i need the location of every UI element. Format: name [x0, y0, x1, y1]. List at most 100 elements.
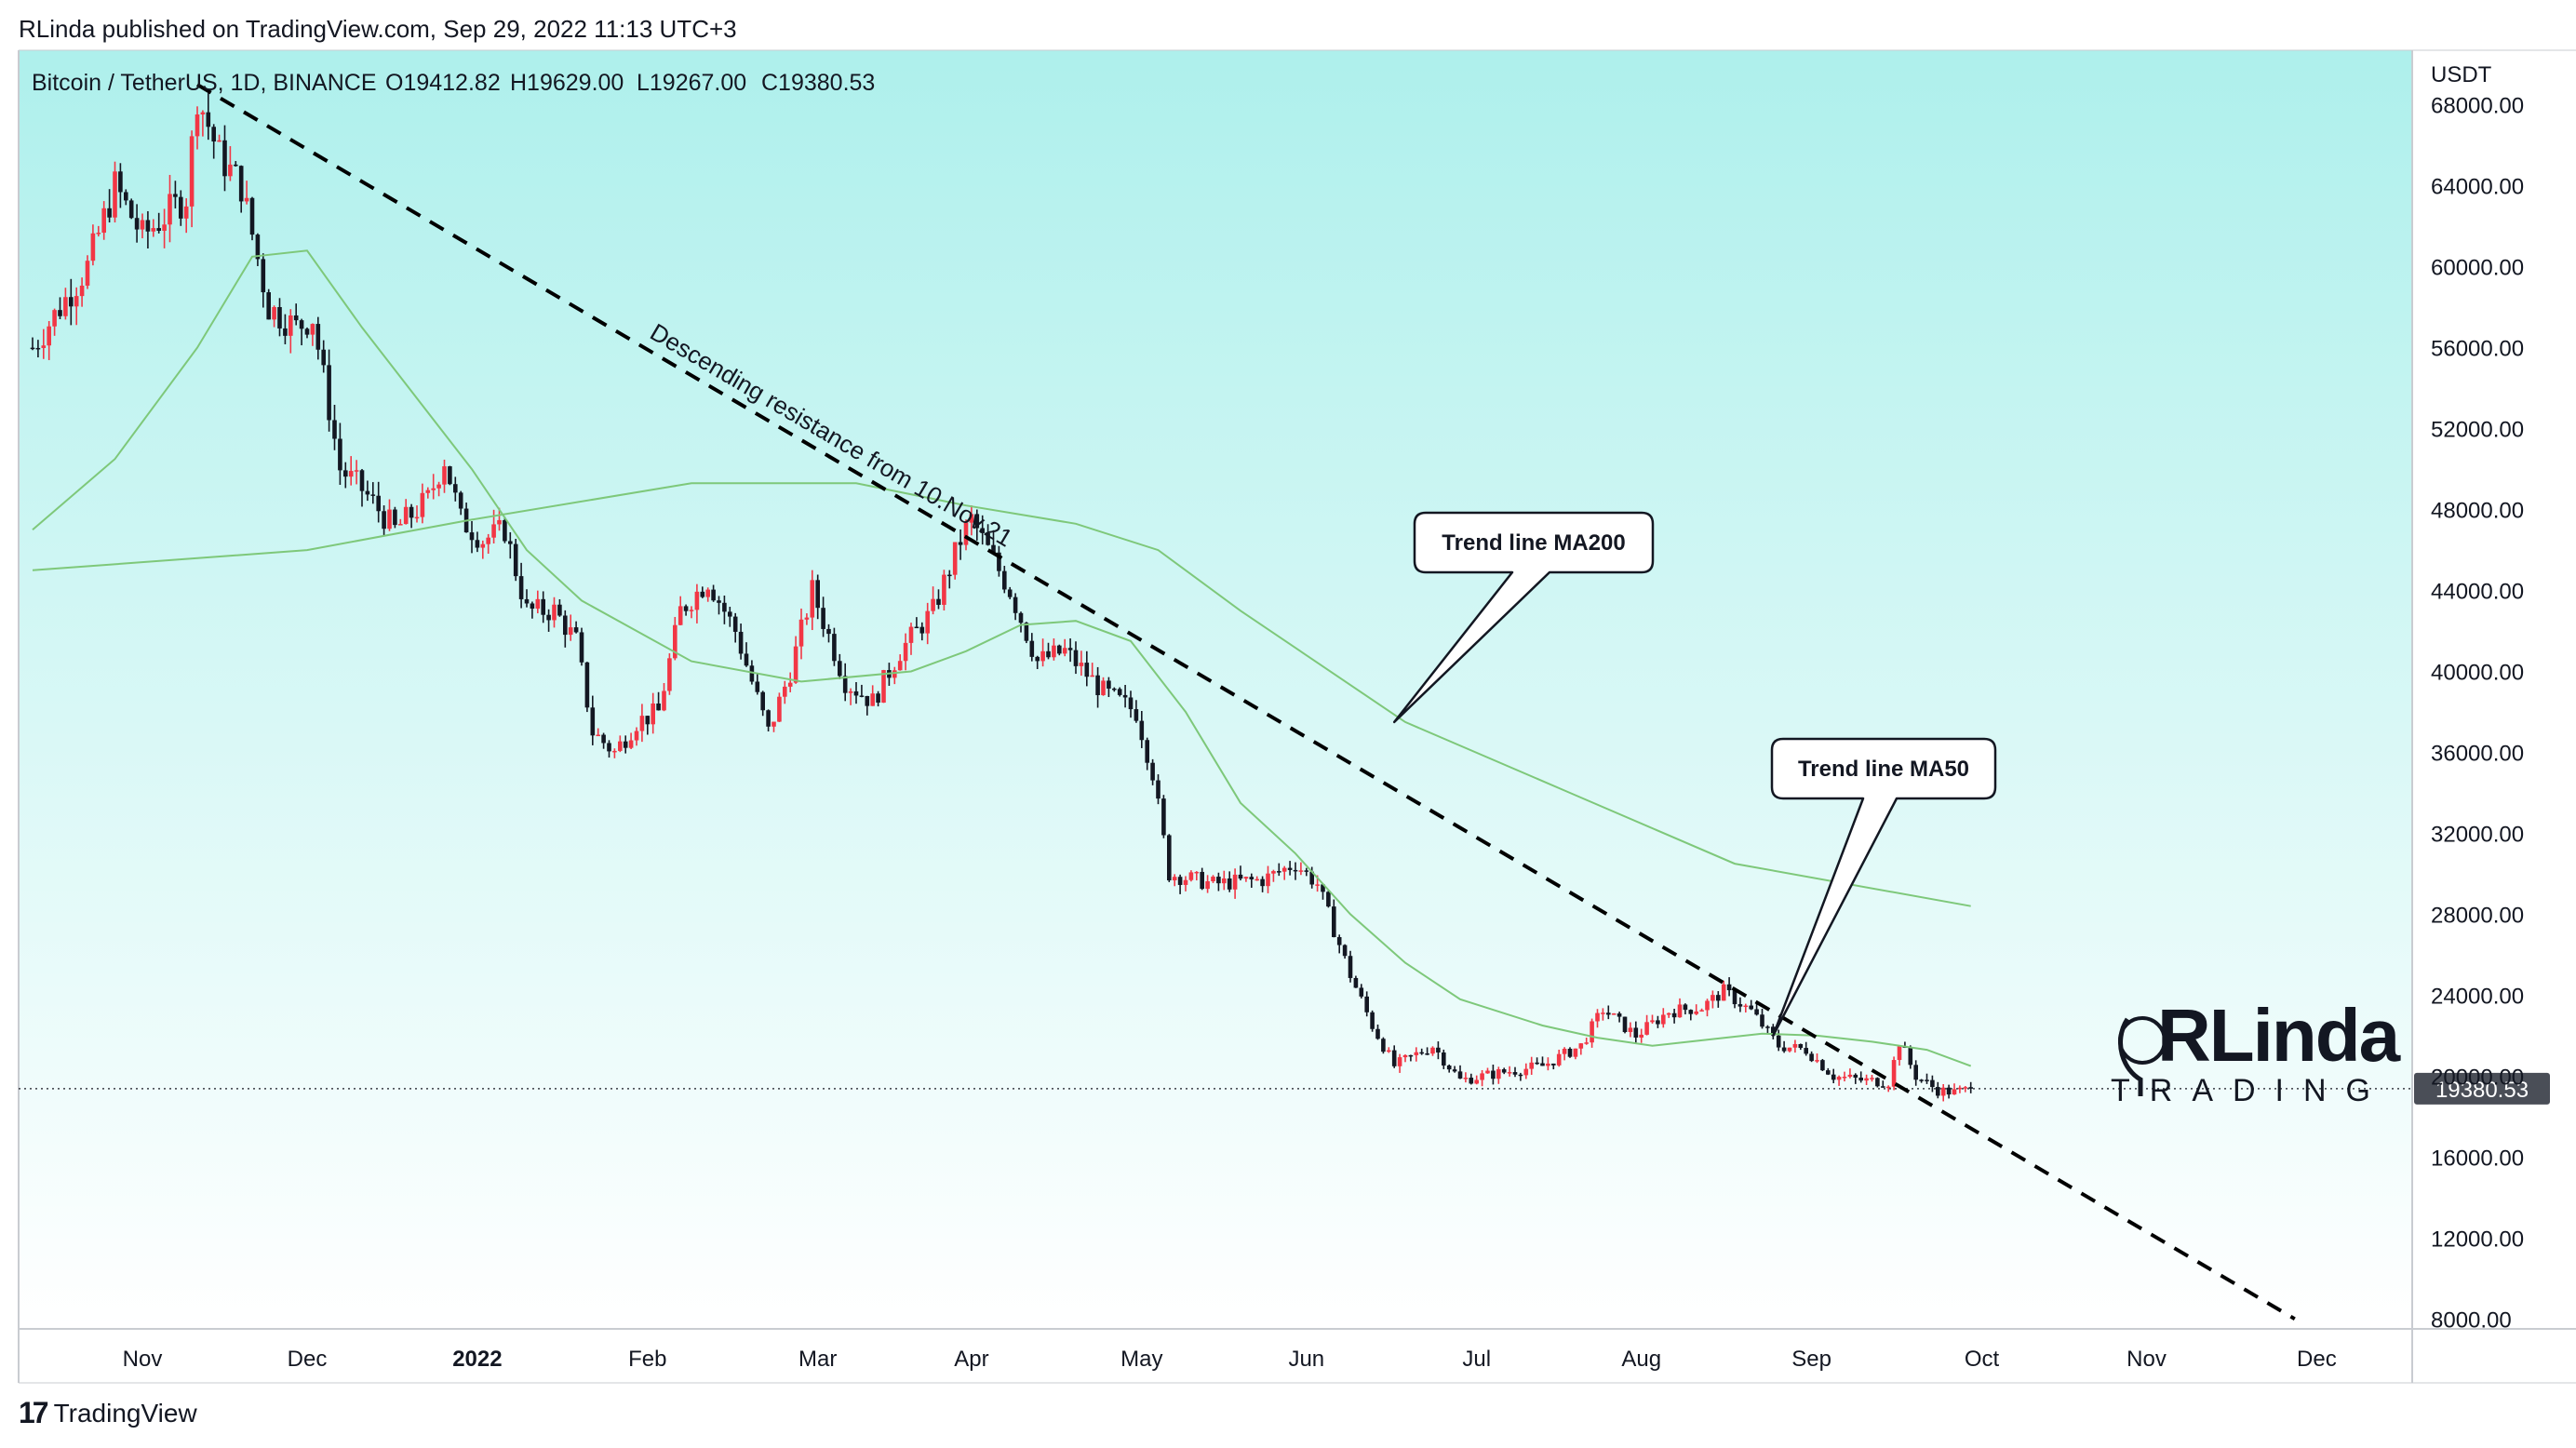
candle	[1864, 1074, 1869, 1085]
candle	[986, 524, 990, 546]
x-tick-label: Oct	[1965, 1347, 2000, 1372]
candle	[332, 405, 337, 450]
candle	[1254, 876, 1259, 881]
candle	[183, 198, 189, 234]
watermark-sub-text: TRADING	[2111, 1073, 2390, 1108]
candle	[1512, 1066, 1518, 1078]
y-tick-label: 40000.00	[2431, 661, 2524, 686]
candle	[1644, 1014, 1649, 1036]
candle	[162, 208, 167, 248]
candle	[557, 598, 562, 617]
candle	[1573, 1048, 1578, 1060]
candle	[238, 165, 244, 213]
candle	[1891, 1056, 1897, 1091]
candle	[766, 709, 771, 731]
candle	[1523, 1063, 1529, 1079]
candle	[1057, 644, 1062, 656]
candle	[952, 542, 958, 580]
chart-title: Bitcoin / TetherUS, 1D, BINANCE	[32, 70, 377, 96]
candle	[1442, 1049, 1446, 1069]
candle	[535, 590, 541, 614]
candle	[1765, 1025, 1770, 1034]
candle	[694, 583, 700, 623]
candle	[1749, 999, 1753, 1011]
candle	[387, 499, 392, 531]
candle	[1496, 1066, 1501, 1084]
candle	[30, 337, 35, 351]
candle	[58, 297, 62, 319]
candle	[1711, 990, 1715, 1009]
candle	[1277, 863, 1281, 877]
callout-ma200-text: Trend line MA200	[1442, 530, 1625, 556]
candle	[1336, 934, 1342, 954]
candle	[436, 481, 441, 497]
candle	[997, 545, 1001, 577]
candle	[173, 181, 178, 208]
candle	[1414, 1047, 1419, 1062]
ma-line-ma200	[32, 482, 1971, 907]
candle	[848, 688, 853, 705]
y-tick-label: 48000.00	[2431, 499, 2524, 524]
candle	[200, 110, 206, 137]
candle	[732, 612, 738, 643]
candle	[1853, 1073, 1858, 1084]
candle	[1650, 1014, 1655, 1025]
candle	[1052, 638, 1056, 661]
candle	[35, 340, 41, 358]
candle	[85, 255, 90, 289]
ma-lines-layer	[32, 249, 1972, 1067]
candle	[892, 666, 897, 685]
candle	[382, 505, 386, 537]
candle	[787, 672, 793, 692]
candle	[249, 196, 255, 241]
candle	[798, 608, 804, 660]
candle	[431, 474, 436, 500]
candle	[69, 278, 74, 326]
x-axis[interactable]: Nov Dec 2022 Feb Mar Apr May Jun Jul Aug Sep Oct Nov…	[123, 1347, 2337, 1372]
candle	[41, 328, 47, 359]
candle	[1925, 1073, 1929, 1084]
candle	[189, 130, 195, 228]
candle	[908, 623, 914, 655]
candle	[678, 596, 683, 625]
candle	[1732, 988, 1737, 1009]
candle	[1287, 861, 1293, 876]
tradingview-footer[interactable]: 17 TradingView	[19, 1396, 197, 1430]
candle	[1885, 1085, 1891, 1093]
candle	[1875, 1077, 1880, 1088]
candle	[1375, 1024, 1380, 1040]
candle	[1809, 1051, 1814, 1063]
candle	[497, 507, 502, 531]
candle	[195, 106, 200, 150]
candle	[101, 201, 106, 240]
candle	[261, 253, 266, 308]
candle	[1408, 1054, 1414, 1062]
candle	[1957, 1085, 1963, 1093]
candle	[590, 695, 596, 745]
y-tick-label: 56000.00	[2431, 337, 2524, 362]
candle	[1633, 1021, 1639, 1043]
candle	[683, 604, 689, 616]
candle	[354, 460, 359, 485]
candle	[1293, 862, 1298, 880]
candle	[1222, 870, 1227, 891]
candle	[1491, 1065, 1496, 1085]
candle	[925, 602, 930, 645]
candle	[903, 633, 908, 671]
candle	[283, 314, 288, 344]
y-axis[interactable]: 68000.00 64000.00 60000.00 56000.00 52000.00…	[2431, 94, 2524, 1334]
candle	[1387, 1047, 1391, 1053]
trend-layer	[195, 83, 2296, 1321]
candle	[1737, 997, 1743, 1012]
tradingview-logo-icon: 17	[19, 1396, 49, 1429]
candle	[327, 349, 331, 432]
candle	[1194, 871, 1200, 881]
x-tick-label: Dec	[2297, 1347, 2337, 1372]
candle	[222, 125, 227, 192]
candle	[1457, 1065, 1463, 1079]
candle	[107, 189, 112, 223]
candle	[420, 483, 425, 524]
x-tick-label: Nov	[123, 1347, 163, 1372]
candle	[1035, 655, 1040, 669]
